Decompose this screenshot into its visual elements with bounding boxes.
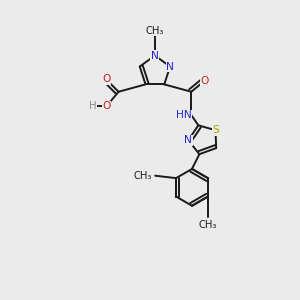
Text: O: O (102, 74, 110, 85)
Text: CH₃: CH₃ (146, 26, 164, 36)
Text: N: N (184, 135, 192, 145)
Text: N: N (151, 50, 159, 61)
Text: O: O (201, 76, 209, 86)
Text: N: N (166, 61, 174, 72)
Text: H: H (89, 101, 97, 112)
Text: CH₃: CH₃ (199, 220, 217, 230)
Text: CH₃: CH₃ (133, 171, 152, 181)
Text: O: O (102, 101, 110, 112)
Text: HN: HN (176, 110, 191, 120)
Text: S: S (212, 125, 219, 135)
